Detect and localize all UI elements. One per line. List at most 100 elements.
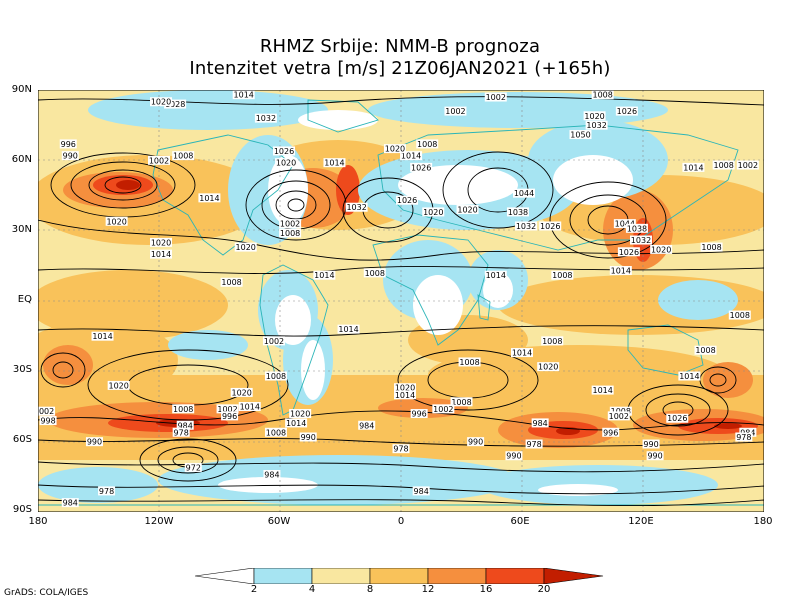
pressure-label-background (264, 427, 287, 437)
pressure-label-background (609, 406, 632, 416)
colorbar-tick-2: 2 (250, 584, 258, 595)
pressure-label-background (515, 221, 538, 231)
pressure-label: 1014 (234, 91, 254, 100)
pressure-label-background (410, 409, 428, 419)
pressure-label-background (254, 113, 277, 123)
pressure-label: 984 (533, 419, 548, 428)
pressure-label: 1014 (611, 267, 631, 276)
pressure-label: 1032 (256, 114, 276, 123)
lat-label-90n: 90N (11, 84, 32, 95)
pressure-label-background (416, 139, 439, 149)
pressure-label-background (337, 324, 360, 334)
pressure-label: 990 (63, 152, 78, 161)
pressure-label: 1032 (516, 222, 536, 231)
pressure-label-background (172, 404, 195, 414)
pressure-label: 1050 (570, 131, 590, 140)
pressure-label-background (505, 451, 523, 461)
pressure-label: 1008 (695, 346, 715, 355)
pressure-label-background (736, 160, 759, 170)
pressure-label: 972 (186, 463, 201, 472)
pressure-label-background (107, 380, 130, 390)
pressure-label-background (682, 162, 705, 172)
pressure-label: 1002 (217, 405, 237, 414)
pressure-label: 996 (412, 410, 427, 419)
pressure-label-background (323, 158, 346, 168)
pressure-label-background (591, 90, 614, 100)
pressure-label: 1020 (106, 217, 126, 226)
pressure-label-background (450, 397, 473, 407)
pressure-label-background (642, 439, 660, 449)
pressure-label: 1020 (538, 363, 558, 372)
pressure-label: 1008 (451, 398, 471, 407)
pressure-label-background (609, 266, 632, 276)
pressure-label: 978 (99, 487, 114, 496)
lat-label-60n: 60N (11, 154, 32, 165)
pressure-label: 990 (87, 438, 102, 447)
pressure-label: 1002 (738, 161, 758, 170)
lon-label-60e: 60E (510, 516, 530, 527)
pressure-label: 1020 (584, 112, 604, 121)
pressure-label-background (569, 130, 592, 140)
pressure-label: 1032 (346, 203, 366, 212)
pressure-label-background (59, 139, 77, 149)
pressure-label: 1014 (679, 372, 699, 381)
credit-text: GrADS: COLA/IGES (4, 588, 89, 598)
pressure-label: 990 (506, 452, 521, 461)
pressure-label-background (363, 268, 386, 278)
pressure-label: 990 (647, 452, 662, 461)
pressure-label-background (150, 97, 173, 107)
pressure-label-background (422, 207, 445, 217)
pressure-label: 1014 (512, 349, 532, 358)
pressure-label-background (273, 146, 296, 156)
colorbar-tick-20: 20 (537, 584, 551, 595)
pressure-label-background (285, 418, 308, 428)
pressure-label-background (432, 404, 455, 414)
pressure-label: 1008 (459, 358, 479, 367)
pressure-label: 1008 (701, 243, 721, 252)
colorbar-segment-12-16 (427, 568, 487, 584)
colorbar-tick-8: 8 (366, 584, 374, 595)
pressure-label: 978 (174, 428, 189, 437)
colorbar-tick-4: 4 (308, 584, 316, 595)
pressure-label: 996 (222, 412, 237, 421)
pressure-label-background (176, 420, 194, 430)
pressure-label-background (412, 486, 430, 496)
pressure-label: 1008 (365, 269, 385, 278)
pressure-label-background (583, 111, 606, 121)
pressure-label: 1020 (276, 159, 296, 168)
pressure-label-background (392, 444, 410, 454)
pressure-label: 1008 (173, 152, 193, 161)
pressure-label: 1026 (619, 248, 639, 257)
pressure-label-background (607, 411, 630, 421)
pressure-label-background (184, 462, 202, 472)
pressure-label: 1020 (236, 243, 256, 252)
pressure-label: 1044 (615, 220, 635, 229)
pressure-label: 1008 (266, 372, 286, 381)
pressure-label: 984 (359, 421, 374, 430)
pressure-label-background (602, 427, 620, 437)
pressure-label-background (61, 498, 79, 508)
colorbar-tick-16: 16 (479, 584, 493, 595)
pressure-label: 1008 (730, 311, 750, 320)
pressure-label-background (262, 336, 285, 346)
pressure-label-background (585, 120, 608, 130)
pressure-label: 1014 (314, 271, 334, 280)
pressure-label-background (264, 371, 287, 381)
pressure-label-background (396, 195, 419, 205)
pressure-label-background (531, 418, 549, 428)
pressure-label: 1038 (627, 224, 647, 233)
pressure-label: 1014 (324, 159, 344, 168)
pressure-label-background (279, 228, 302, 238)
lat-label-eq: EQ (17, 294, 32, 305)
pressure-label-background (150, 237, 173, 247)
pressure-label: 1032 (586, 121, 606, 130)
pressure-label: 990 (643, 440, 658, 449)
pressure-label: 1014 (401, 152, 421, 161)
pressure-label-background (232, 90, 255, 100)
pressure-label: 1026 (411, 163, 431, 172)
pressure-label-background (646, 451, 664, 461)
pressure-label: 978 (526, 440, 541, 449)
pressure-label: 1026 (617, 107, 637, 116)
